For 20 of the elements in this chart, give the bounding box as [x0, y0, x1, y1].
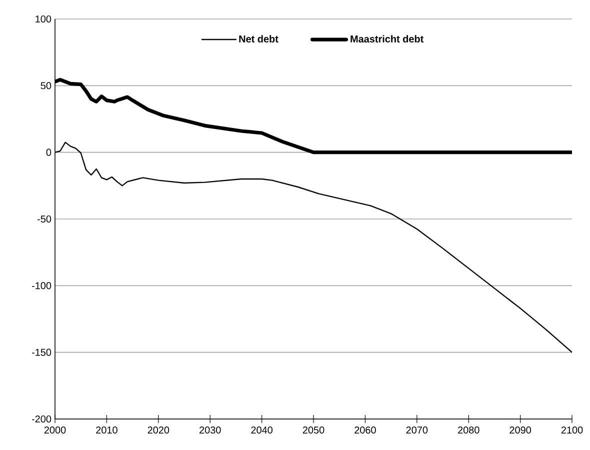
y-tick-label: -150 [32, 348, 52, 356]
x-tick-label: 2000 [44, 426, 66, 434]
legend-label: Net debt [239, 35, 278, 42]
y-tick-label: -100 [32, 282, 52, 290]
x-tick-label: 2060 [354, 426, 376, 434]
x-tick-label: 2090 [510, 426, 531, 434]
y-tick-label: 0 [46, 148, 52, 156]
y-tick-label: -50 [38, 215, 52, 223]
x-tick-label: 2040 [251, 426, 272, 434]
x-tick-label: 2080 [458, 426, 480, 434]
y-tick-label: 100 [36, 15, 52, 23]
x-tick-label: 2050 [302, 426, 324, 434]
x-tick-label: 2070 [406, 426, 428, 434]
x-tick-label: 2030 [200, 426, 221, 434]
x-tick-label: 2020 [148, 426, 170, 434]
x-tick-label: 2010 [96, 426, 118, 434]
x-tick-label: 2100 [561, 426, 583, 434]
y-tick-label: -200 [32, 415, 52, 423]
y-tick-label: 50 [40, 82, 52, 90]
legend-label: Maastricht debt [350, 35, 424, 42]
